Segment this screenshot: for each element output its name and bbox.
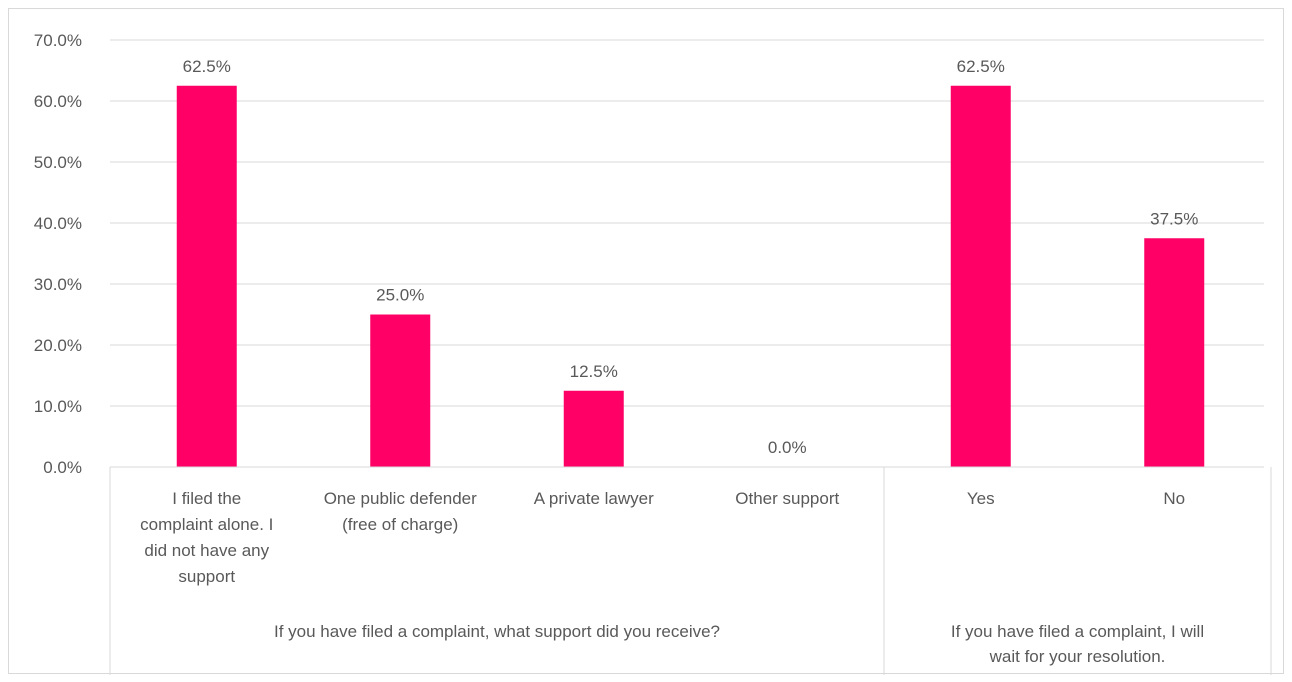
x-group-label: If you have filed a complaint, what supp… <box>274 622 720 641</box>
chart-frame: 0.0% 10.0% 20.0% 30.0% 40.0% 50.0% 60.0% 70.0% 6… <box>8 8 1284 675</box>
x-category-label: Yes <box>967 489 995 508</box>
y-tick-label: 30.0% <box>34 275 82 294</box>
x-category-label: A private lawyer <box>534 489 654 508</box>
data-label: 25.0% <box>376 286 424 305</box>
bar <box>563 390 624 467</box>
bar <box>950 85 1011 467</box>
data-label: 37.5% <box>1150 209 1198 228</box>
bar <box>176 85 237 467</box>
y-tick-label: 60.0% <box>34 92 82 111</box>
data-label: 62.5% <box>957 57 1005 76</box>
y-tick-label: 20.0% <box>34 336 82 355</box>
data-label: 62.5% <box>183 57 231 76</box>
y-tick-label: 0.0% <box>43 458 82 477</box>
x-category-label: Other support <box>735 489 839 508</box>
y-tick-label: 10.0% <box>34 397 82 416</box>
data-label: 12.5% <box>570 362 618 381</box>
y-tick-label: 70.0% <box>34 31 82 50</box>
y-tick-label: 40.0% <box>34 214 82 233</box>
x-category-label: One public defender (free of charge) <box>324 489 477 534</box>
bar <box>1144 238 1205 467</box>
data-label: 0.0% <box>768 438 807 457</box>
x-category-label: No <box>1163 489 1185 508</box>
bar <box>370 314 431 467</box>
bar-chart: 0.0% 10.0% 20.0% 30.0% 40.0% 50.0% 60.0% 70.0% 6… <box>34 31 1272 675</box>
y-tick-label: 50.0% <box>34 153 82 172</box>
x-group-label: If you have filed a complaint, I will wai… <box>951 622 1204 666</box>
